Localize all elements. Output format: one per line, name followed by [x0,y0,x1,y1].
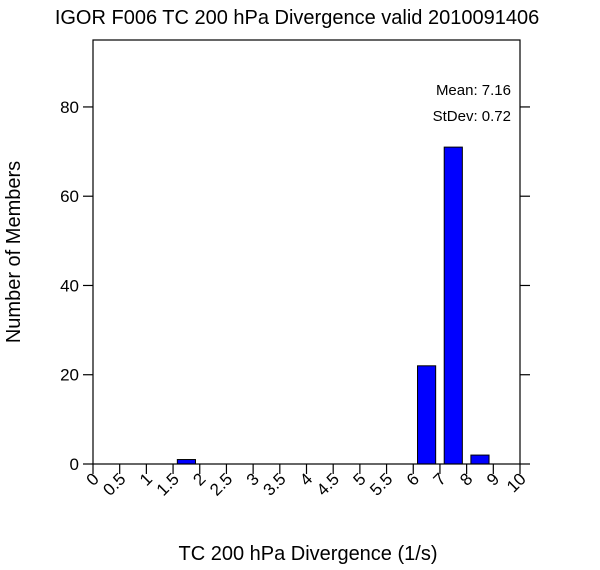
x-tick-label-3: 1.5 [153,469,183,499]
x-tick-label-16: 10 [503,469,530,496]
y-tick-label-2: 40 [60,276,79,295]
bar-3 [470,454,490,465]
x-tick-label-11: 5.5 [366,469,396,499]
stdev-label: StDev: 0.72 [433,108,511,125]
x-tick-label-9: 4.5 [313,469,343,499]
bar-0 [176,459,196,465]
y-tick-label-1: 20 [60,366,79,385]
x-tick-label-1: 0.5 [99,469,129,499]
y-axis-label: Number of Members [3,161,25,343]
bar-1 [417,365,437,465]
y-tick-label-4: 80 [60,98,79,117]
y-tick-label-0: 0 [70,455,79,474]
x-axis-label: TC 200 hPa Divergence (1/s) [178,543,437,565]
y-tick-label-3: 60 [60,187,79,206]
x-tick-label-5: 2.5 [206,469,236,499]
mean-label: Mean: 7.16 [436,82,511,99]
bar-2 [443,146,463,465]
bars-group [176,146,490,465]
x-tick-label-7: 3.5 [259,469,289,499]
chart-title: IGOR F006 TC 200 hPa Divergence valid 20… [55,7,539,29]
